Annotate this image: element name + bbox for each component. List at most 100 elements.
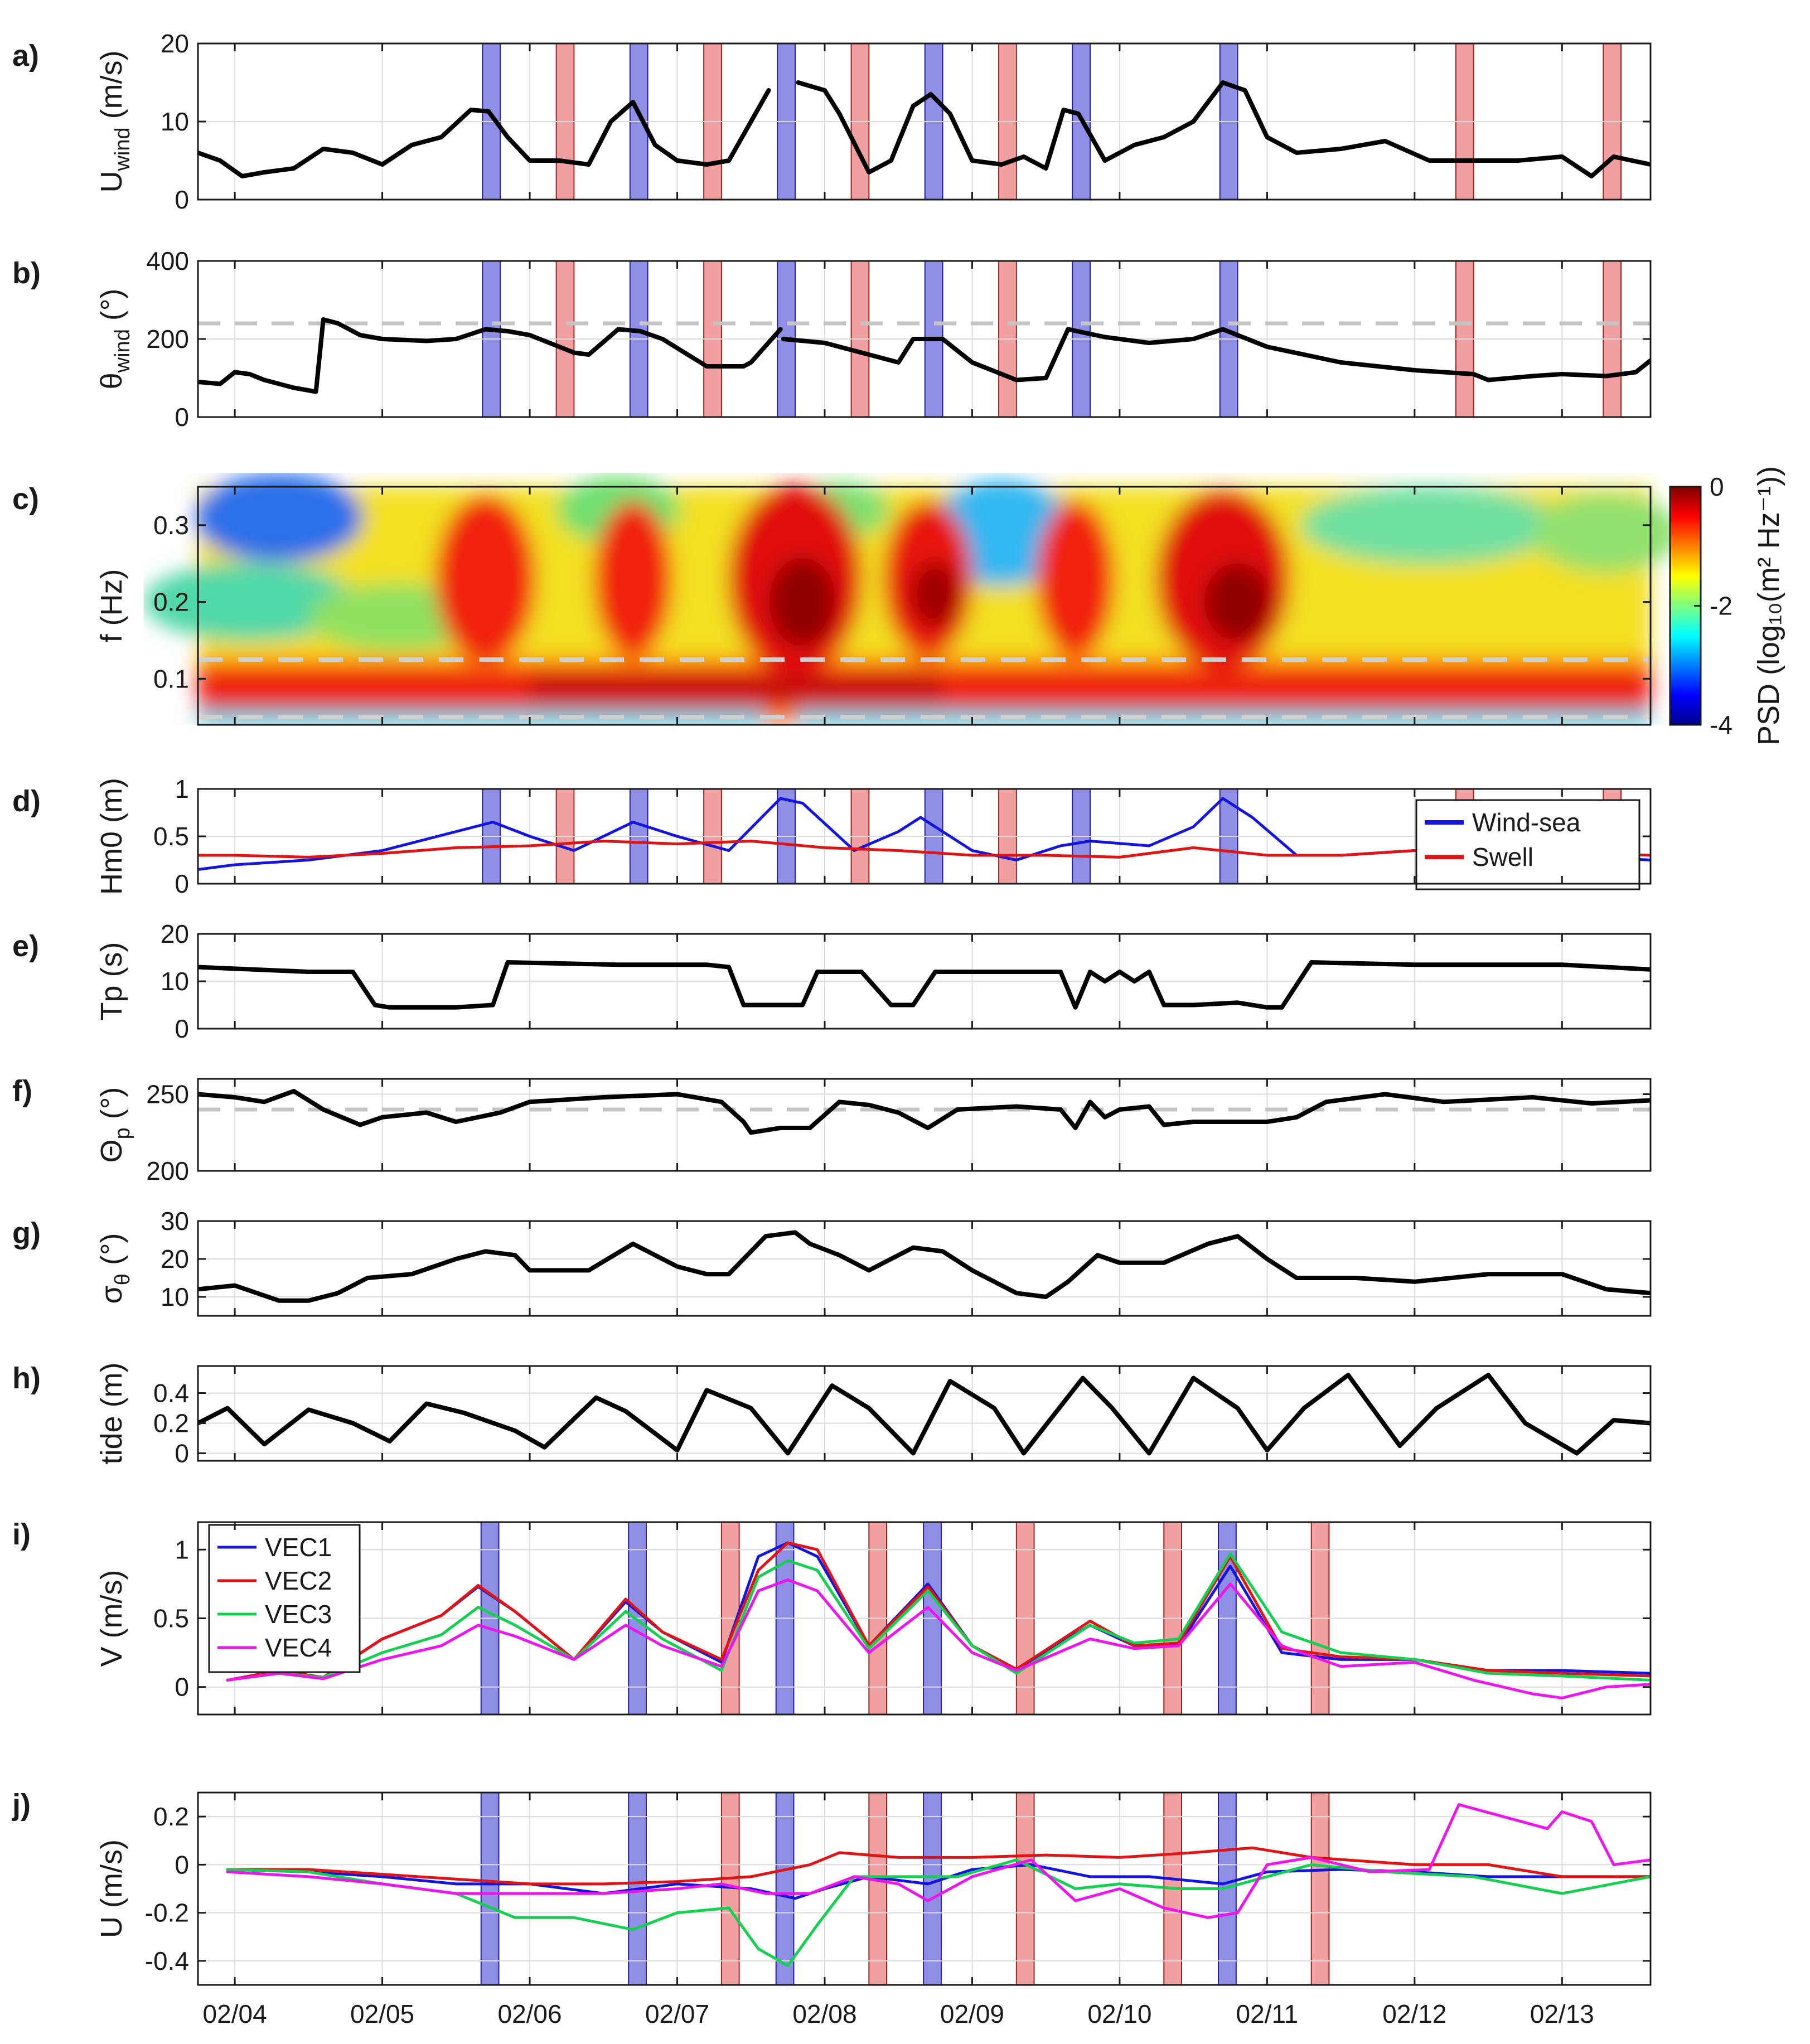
- x-tick-label: 02/07: [645, 1999, 709, 2028]
- y-axis-label: σθ (°): [95, 1233, 134, 1304]
- legend-label: VEC4: [265, 1633, 332, 1662]
- ylabel-main: σ: [95, 1285, 128, 1304]
- series-line-vec2: [226, 1846, 1651, 1886]
- ylabel-subscript: wind: [111, 329, 134, 373]
- y-tick-label: 0.1: [153, 664, 189, 693]
- axes-frame: [197, 486, 1652, 726]
- series-line-peak-direction: [198, 1089, 1651, 1135]
- y-tick-label: 0: [175, 869, 189, 898]
- colorbar-label: PSD (log₁₀(m² Hz⁻¹)): [1752, 466, 1785, 745]
- panel-g: 10 20 30 σθ (°) g): [12, 1207, 1652, 1317]
- y-tick-label: 0.3: [153, 511, 189, 540]
- shade-red: [868, 1792, 888, 1985]
- ylabel-units: (m/s): [95, 50, 128, 127]
- swell-band-core: [530, 675, 943, 702]
- panel-label: a): [12, 39, 39, 72]
- y-axis-label: Hm0 (m): [95, 778, 128, 895]
- axes-frame: [197, 1365, 1652, 1462]
- plot-area: [198, 1221, 1651, 1316]
- panel-e: 0 10 20 Tp (s) e): [12, 919, 1652, 1043]
- y-tick-label: 20: [161, 1244, 189, 1273]
- wind-sea-energy: [1036, 501, 1115, 657]
- x-tick-label: 02/12: [1382, 1999, 1446, 2028]
- y-tick-label: 0.2: [153, 1802, 189, 1831]
- x-tick-label: 02/05: [350, 1999, 414, 2028]
- panel-f: 200 250 Θp (°) f): [12, 1074, 1652, 1185]
- axes-frame: [197, 1791, 1652, 1986]
- legend-box: [1415, 799, 1640, 890]
- y-axis-label: Tp (s): [95, 942, 128, 1021]
- series-line-directional-spread: [198, 1230, 1651, 1303]
- axes-frame: [197, 1220, 1652, 1317]
- y-tick-label: 0: [175, 403, 189, 432]
- panel-b: 0 200 400 θwind (°) b): [12, 246, 1652, 432]
- axes-frame: [197, 1078, 1652, 1172]
- series-line-wind-speed: [198, 80, 1651, 178]
- legend-label: VEC3: [265, 1600, 332, 1629]
- y-tick-label: 400: [146, 246, 189, 275]
- series-line-vec3: [226, 1552, 1651, 1682]
- x-tick-label: 02/13: [1530, 1999, 1594, 2028]
- y-tick-label: 200: [146, 324, 189, 353]
- panel-label: j): [12, 1788, 31, 1822]
- panel-h: 00.20.4 tide (m) h): [12, 1362, 1652, 1468]
- y-tick-label: 20: [161, 919, 189, 948]
- y-axis-label: Uwind (m/s): [95, 50, 134, 192]
- y-axis-label: V (m/s): [95, 1570, 128, 1667]
- panel-c: 0 -2 -4 PSD (log₁₀(m² Hz⁻¹)) 0.1 0.2 0.3 f (Hz)…: [12, 466, 1785, 745]
- y-tick-label: 10: [161, 967, 189, 996]
- y-tick-label: 0: [175, 185, 189, 214]
- wind-sea-core: [1204, 563, 1271, 641]
- y-tick-label: 1: [175, 774, 189, 803]
- legend-label: Swell: [1472, 842, 1533, 871]
- series-line-tide: [198, 1373, 1651, 1456]
- y-tick-label: 1: [175, 1535, 189, 1564]
- y-tick-label: 0: [175, 1673, 189, 1702]
- legend: VEC1 VEC2 VEC3 VEC4: [208, 1524, 361, 1673]
- y-tick-label: 30: [161, 1207, 189, 1236]
- panel-label: d): [12, 784, 41, 818]
- panel-label: g): [12, 1217, 41, 1250]
- x-tick-label: 02/11: [1236, 1999, 1299, 2028]
- shade-red: [1015, 1792, 1035, 1985]
- y-tick-label: 0.2: [153, 1409, 189, 1438]
- y-tick-label: 20: [161, 29, 189, 58]
- y-tick-label: 0: [175, 1850, 189, 1879]
- ylabel-units: (°): [95, 1087, 128, 1128]
- panel-label: i): [12, 1518, 31, 1551]
- cold-patch: [143, 563, 356, 641]
- y-tick-label: 0.5: [153, 1604, 189, 1633]
- wind-sea-core: [769, 557, 836, 647]
- ylabel-subscript: wind: [111, 127, 134, 171]
- x-tick-label: 02/06: [497, 1999, 562, 2028]
- legend-label: VEC1: [265, 1533, 332, 1562]
- panel-d: Wind-sea Swell 0 0.5 1 Hm0 (m) d): [12, 774, 1652, 898]
- y-tick-label: 0.2: [153, 588, 189, 617]
- ylabel-units: (°): [95, 1233, 128, 1273]
- colorbar-tick-label: 0: [1710, 472, 1724, 501]
- series-line-vec2: [226, 1541, 1651, 1682]
- ylabel-subscript: θ: [111, 1273, 134, 1285]
- panel-a: 0 10 20 Uwind (m/s) a): [12, 29, 1652, 214]
- ylabel-main: Θ: [95, 1139, 128, 1163]
- series-line-vec4: [226, 1803, 1651, 1919]
- x-tick-label: 02/08: [792, 1999, 856, 2028]
- y-tick-label: 200: [146, 1156, 189, 1185]
- legend: Wind-sea Swell: [1415, 799, 1640, 890]
- y-tick-label: 0: [175, 1439, 189, 1468]
- ylabel-main: U: [95, 171, 128, 193]
- series-line-wind-direction: [198, 317, 1651, 394]
- x-tick-label: 02/09: [940, 1999, 1004, 2028]
- series-line-swell: [198, 840, 1651, 859]
- ylabel-subscript: p: [111, 1127, 134, 1139]
- panel-label: e): [12, 929, 39, 963]
- y-tick-label: 0.5: [153, 822, 189, 851]
- panel-label: c): [12, 482, 39, 516]
- plot-area: [198, 1366, 1651, 1461]
- shade-blue: [775, 1792, 795, 1985]
- legend-label: VEC2: [265, 1566, 332, 1595]
- x-tick-label: 02/04: [203, 1999, 267, 2028]
- panel-label: f): [12, 1074, 32, 1108]
- y-axis-label: U (m/s): [95, 1839, 128, 1938]
